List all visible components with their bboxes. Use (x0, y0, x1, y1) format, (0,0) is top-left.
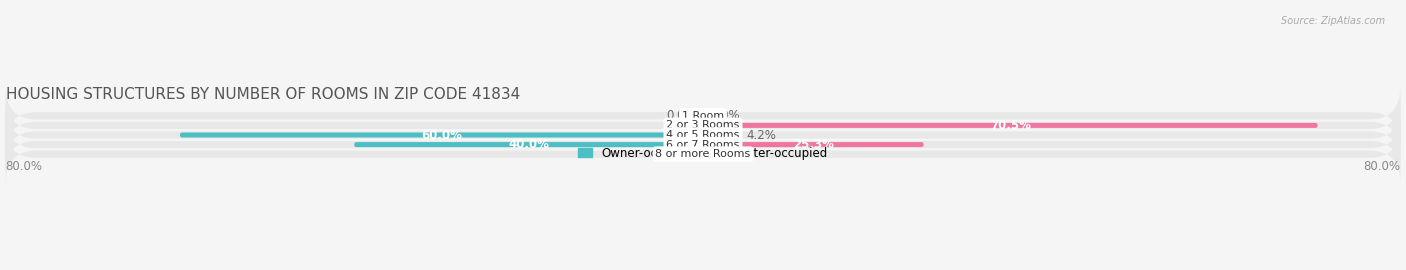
FancyBboxPatch shape (180, 133, 703, 137)
Text: Source: ZipAtlas.com: Source: ZipAtlas.com (1281, 16, 1385, 26)
Text: 0.0%: 0.0% (710, 148, 740, 161)
FancyBboxPatch shape (6, 86, 1400, 146)
Text: 80.0%: 80.0% (6, 160, 42, 173)
Text: 2 or 3 Rooms: 2 or 3 Rooms (666, 120, 740, 130)
Text: 0.0%: 0.0% (710, 109, 740, 122)
Text: 60.0%: 60.0% (420, 129, 463, 141)
Text: 4 or 5 Rooms: 4 or 5 Rooms (666, 130, 740, 140)
Text: 80.0%: 80.0% (1364, 160, 1400, 173)
Text: 0.0%: 0.0% (666, 148, 696, 161)
Text: HOUSING STRUCTURES BY NUMBER OF ROOMS IN ZIP CODE 41834: HOUSING STRUCTURES BY NUMBER OF ROOMS IN… (6, 87, 520, 102)
Text: 8 or more Rooms: 8 or more Rooms (655, 149, 751, 159)
Text: 1 Room: 1 Room (682, 111, 724, 121)
Text: 0.0%: 0.0% (666, 109, 696, 122)
Text: 6 or 7 Rooms: 6 or 7 Rooms (666, 140, 740, 150)
Text: 0.0%: 0.0% (666, 119, 696, 132)
FancyBboxPatch shape (6, 95, 1400, 156)
Text: 25.3%: 25.3% (793, 138, 834, 151)
FancyBboxPatch shape (703, 133, 740, 137)
Text: 40.0%: 40.0% (508, 138, 550, 151)
FancyBboxPatch shape (703, 123, 1317, 128)
Text: 4.2%: 4.2% (747, 129, 776, 141)
Text: 70.5%: 70.5% (990, 119, 1031, 132)
Legend: Owner-occupied, Renter-occupied: Owner-occupied, Renter-occupied (572, 142, 834, 164)
FancyBboxPatch shape (703, 142, 924, 147)
FancyBboxPatch shape (6, 105, 1400, 165)
FancyBboxPatch shape (354, 142, 703, 147)
FancyBboxPatch shape (6, 114, 1400, 175)
FancyBboxPatch shape (6, 124, 1400, 184)
